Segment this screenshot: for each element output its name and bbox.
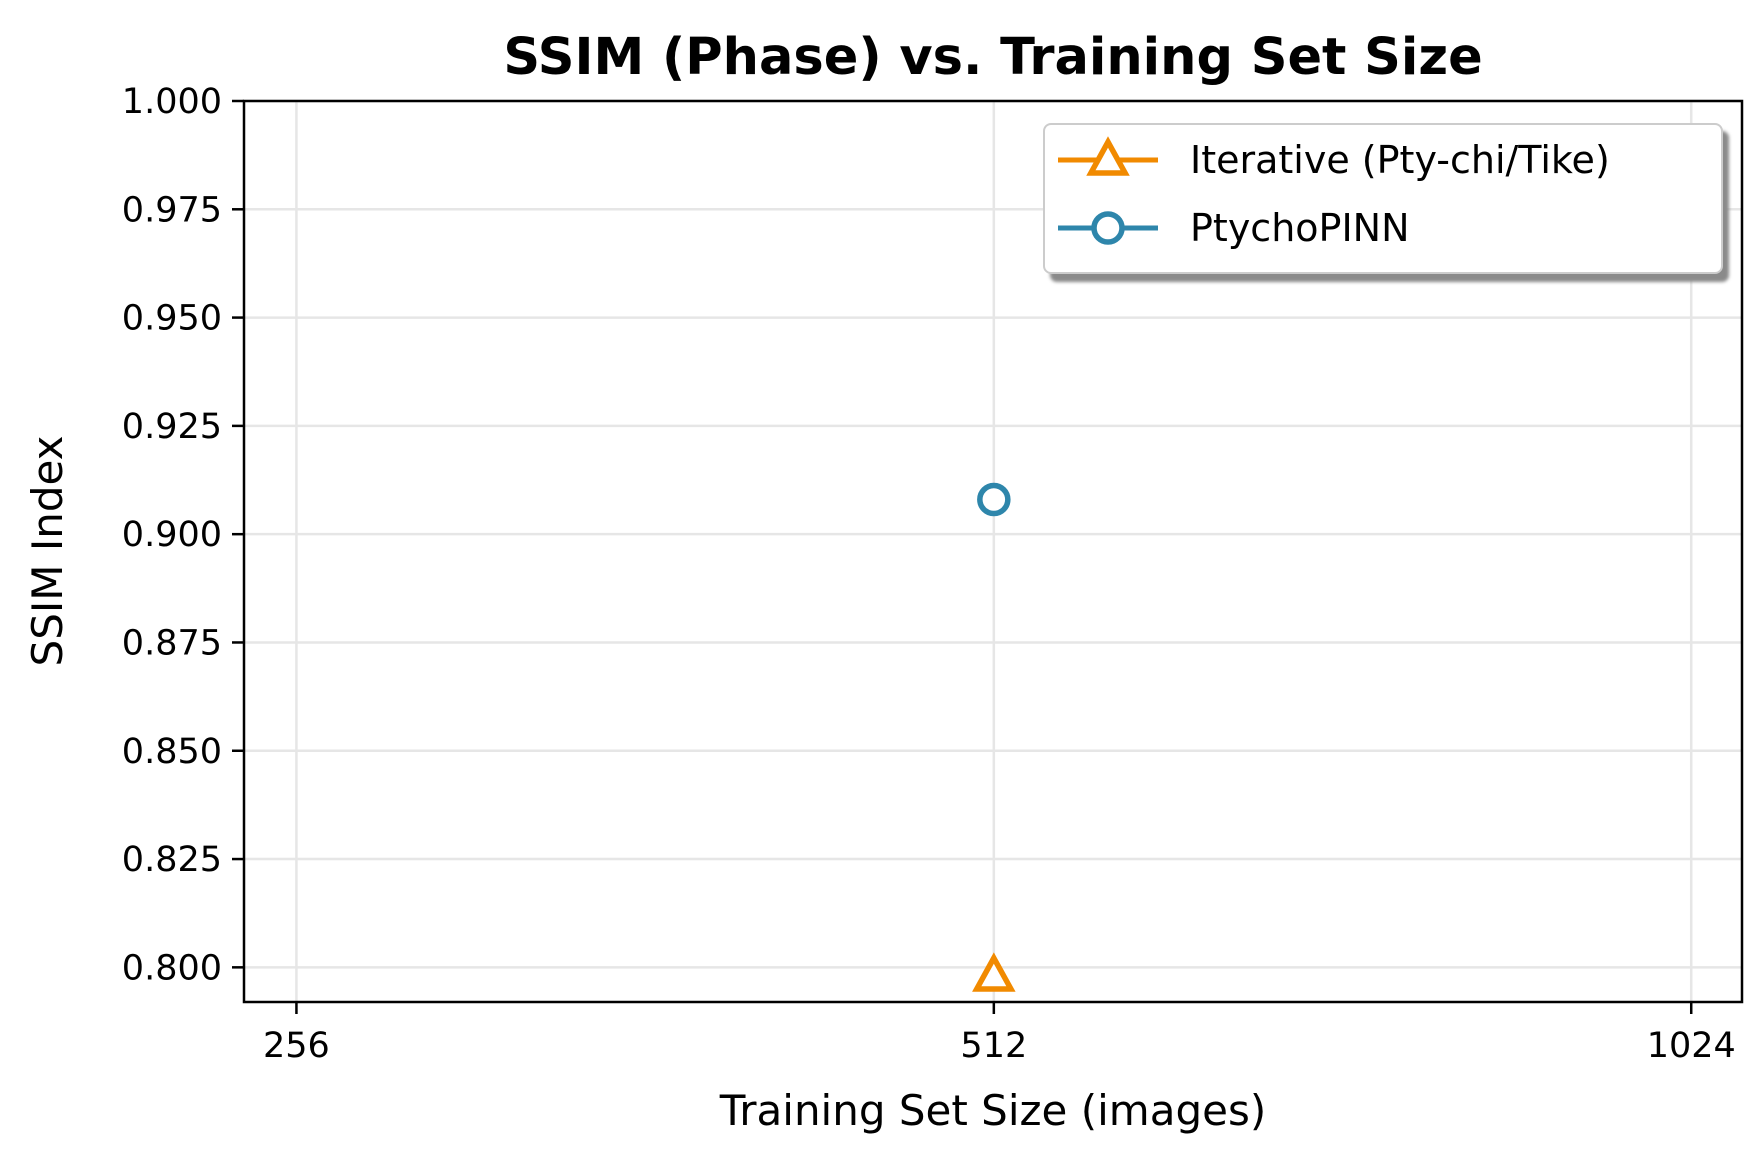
x-axis-title: Training Set Size (images): [719, 1086, 1266, 1135]
legend-entry: Iterative (Pty-chi/Tike): [1058, 136, 1610, 182]
legend-box: [1043, 123, 1723, 274]
series: [972, 482, 1016, 992]
legend-marker-triangle: [1086, 136, 1130, 176]
series-0: [972, 952, 1016, 992]
chart-title: SSIM (Phase) vs. Training Set Size: [503, 28, 1482, 87]
y-tick-label: 0.950: [122, 299, 222, 339]
data-point-triangle: [972, 952, 1016, 992]
series-1: [977, 482, 1011, 517]
x-tick-label: 512: [960, 1026, 1027, 1066]
y-tick-label: 0.925: [122, 407, 222, 447]
data-point-circle: [977, 482, 1011, 517]
legend-marker-circle: [1091, 211, 1125, 245]
y-tick-label: 0.975: [122, 190, 222, 230]
x-tick-label: 1024: [1647, 1026, 1736, 1066]
y-tick-label: 0.875: [122, 623, 222, 663]
legend: Iterative (Pty-chi/Tike) PtychoPINN: [1043, 123, 1729, 282]
y-tick-label: 0.850: [122, 732, 222, 772]
legend-entries: Iterative (Pty-chi/Tike) PtychoPINN: [1058, 136, 1610, 250]
y-tick-label: 0.825: [122, 840, 222, 880]
y-axis: 0.800 0.825 0.850 0.875 0.900 0.925 0.950 0.975…: [122, 82, 244, 988]
x-axis: 256 512 1024: [263, 1002, 1736, 1066]
legend-label: Iterative (Pty-chi/Tike): [1190, 138, 1610, 182]
legend-entry: PtychoPINN: [1058, 206, 1410, 250]
x-tick-label: 256: [263, 1026, 330, 1066]
y-tick-label: 1.000: [122, 82, 222, 122]
y-axis-title: SSIM Index: [23, 436, 72, 667]
legend-label: PtychoPINN: [1190, 206, 1410, 250]
y-tick-label: 0.800: [122, 948, 222, 988]
y-tick-label: 0.900: [122, 515, 222, 555]
